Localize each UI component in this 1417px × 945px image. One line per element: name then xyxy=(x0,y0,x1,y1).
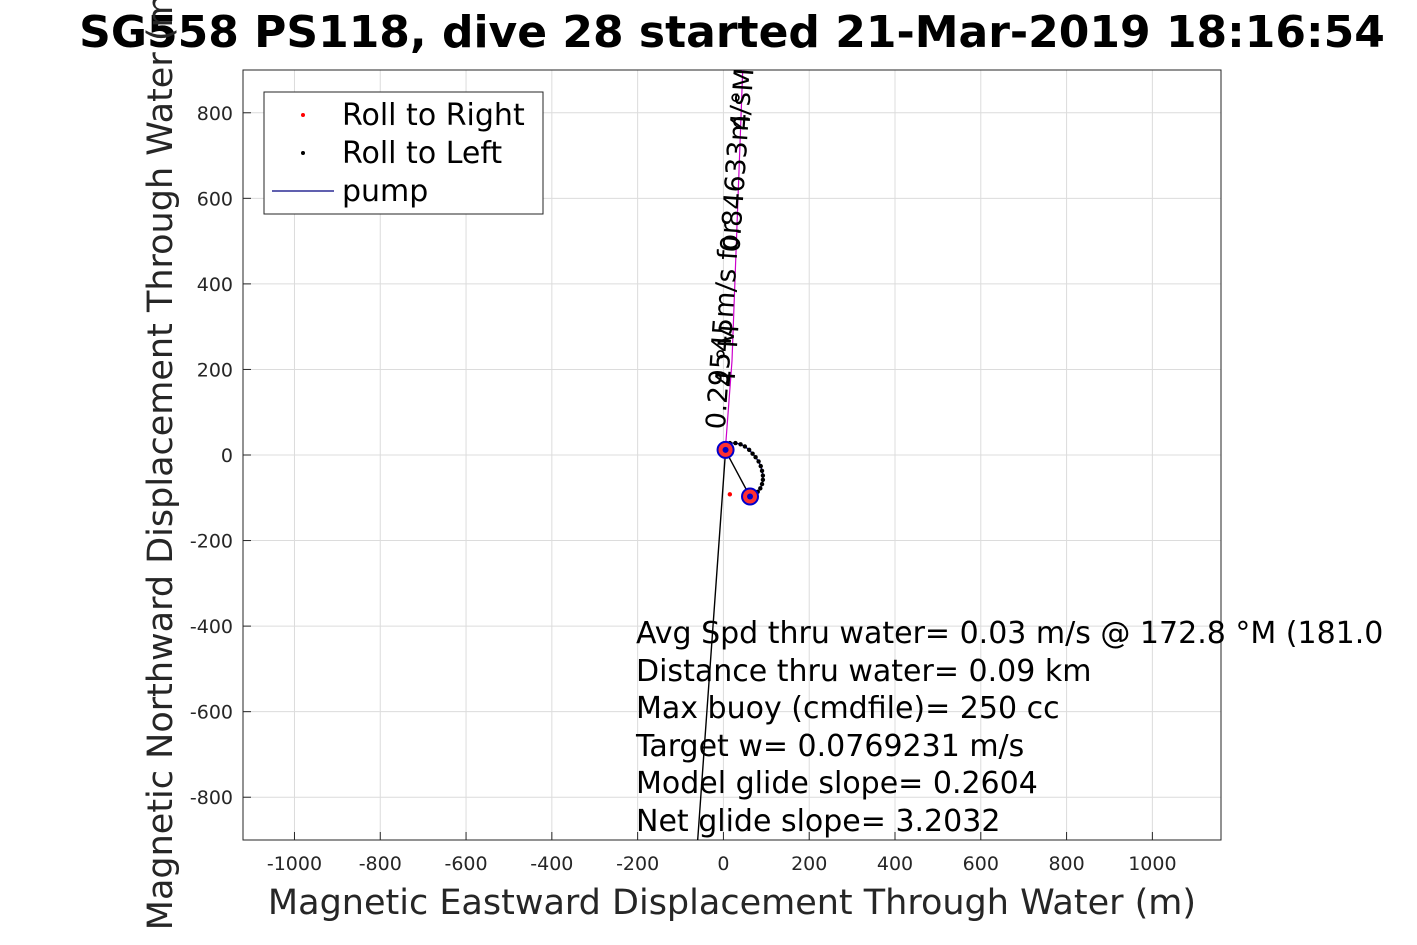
segment-label: 4 °M xyxy=(725,67,760,132)
x-tick-label: 200 xyxy=(791,853,827,875)
annot-distance: Distance thru water= 0.09 km xyxy=(636,654,1091,689)
dive-end-marker-center xyxy=(747,493,754,500)
legend-marker-roll-right xyxy=(301,113,305,117)
roll-left-point xyxy=(758,463,763,469)
legend-box xyxy=(263,91,544,215)
dive-start-marker-center xyxy=(722,446,729,453)
annot-target-w: Target w= 0.0769231 m/s xyxy=(635,729,1024,764)
x-tick-label: -800 xyxy=(359,853,402,875)
x-tick-label: 1000 xyxy=(1128,853,1176,875)
roll-left-point xyxy=(756,459,761,464)
pump-line xyxy=(729,442,764,497)
roll-left-point xyxy=(750,451,755,456)
roll-left-point xyxy=(759,481,765,487)
x-tick-label: 0 xyxy=(717,853,729,875)
stats-annotation: Avg Spd thru water= 0.03 m/s @ 172.8 °M … xyxy=(635,616,1383,839)
annot-net-glide: Net glide slope= 3.2032 xyxy=(636,804,1000,839)
annot-max-buoy: Max buoy (cmdfile)= 250 cc xyxy=(636,691,1060,726)
y-axis-ticks: -800 -600 -400 -200 0 200 400 600 800 xyxy=(190,103,251,809)
roll-left-point xyxy=(733,440,738,446)
y-tick-label: -200 xyxy=(190,531,233,553)
x-axis-label: Magnetic Eastward Displacement Through W… xyxy=(268,883,1196,923)
annot-avg-speed: Avg Spd thru water= 0.03 m/s @ 172.8 °M … xyxy=(636,616,1383,651)
x-tick-label: 800 xyxy=(1048,853,1084,875)
roll-left-point xyxy=(738,442,743,447)
x-tick-label: -200 xyxy=(616,853,659,875)
x-tick-label: 400 xyxy=(877,853,913,875)
roll-right-point xyxy=(727,492,733,497)
plot-marks xyxy=(696,69,766,841)
chart-title: SG558 PS118, dive 28 started 21-Mar-2019… xyxy=(79,7,1385,58)
roll-left-point xyxy=(746,447,752,453)
y-tick-label: 200 xyxy=(197,359,233,381)
roll-left-point xyxy=(753,454,758,460)
y-tick-label: -400 xyxy=(190,616,233,638)
legend-label-pump: pump xyxy=(342,174,428,209)
grid-lines xyxy=(243,70,1221,840)
legend-label-roll-right: Roll to Right xyxy=(342,98,525,133)
roll-left-point xyxy=(760,473,766,478)
x-tick-label: -400 xyxy=(530,853,573,875)
y-tick-label: 0 xyxy=(221,445,233,467)
x-axis-ticks: -1000 -800 -600 -400 -200 0 200 400 600 800 1000 xyxy=(267,832,1177,875)
y-tick-label: 400 xyxy=(197,274,233,296)
x-tick-label: 600 xyxy=(963,853,999,875)
y-tick-label: 600 xyxy=(197,188,233,210)
roll-left-point xyxy=(758,486,763,491)
roll-left-point xyxy=(760,477,766,483)
annot-model-glide: Model glide slope= 0.2604 xyxy=(636,766,1038,801)
y-tick-label: -600 xyxy=(190,702,233,724)
legend-marker-roll-left xyxy=(301,151,305,155)
current-line xyxy=(724,69,744,447)
x-tick-label: -600 xyxy=(444,853,487,875)
roll-left-point xyxy=(742,444,748,449)
roll-left-point xyxy=(759,468,765,474)
legend-label-roll-left: Roll to Left xyxy=(342,136,502,171)
y-tick-label: 800 xyxy=(197,103,233,125)
segment-label: 4 °M xyxy=(710,324,745,389)
legend: Roll to Right Roll to Left pump xyxy=(263,91,544,215)
y-tick-label: -800 xyxy=(190,787,233,809)
x-tick-label: -1000 xyxy=(267,853,322,875)
y-axis-label: Magnetic Northward Displacement Through … xyxy=(141,0,181,930)
